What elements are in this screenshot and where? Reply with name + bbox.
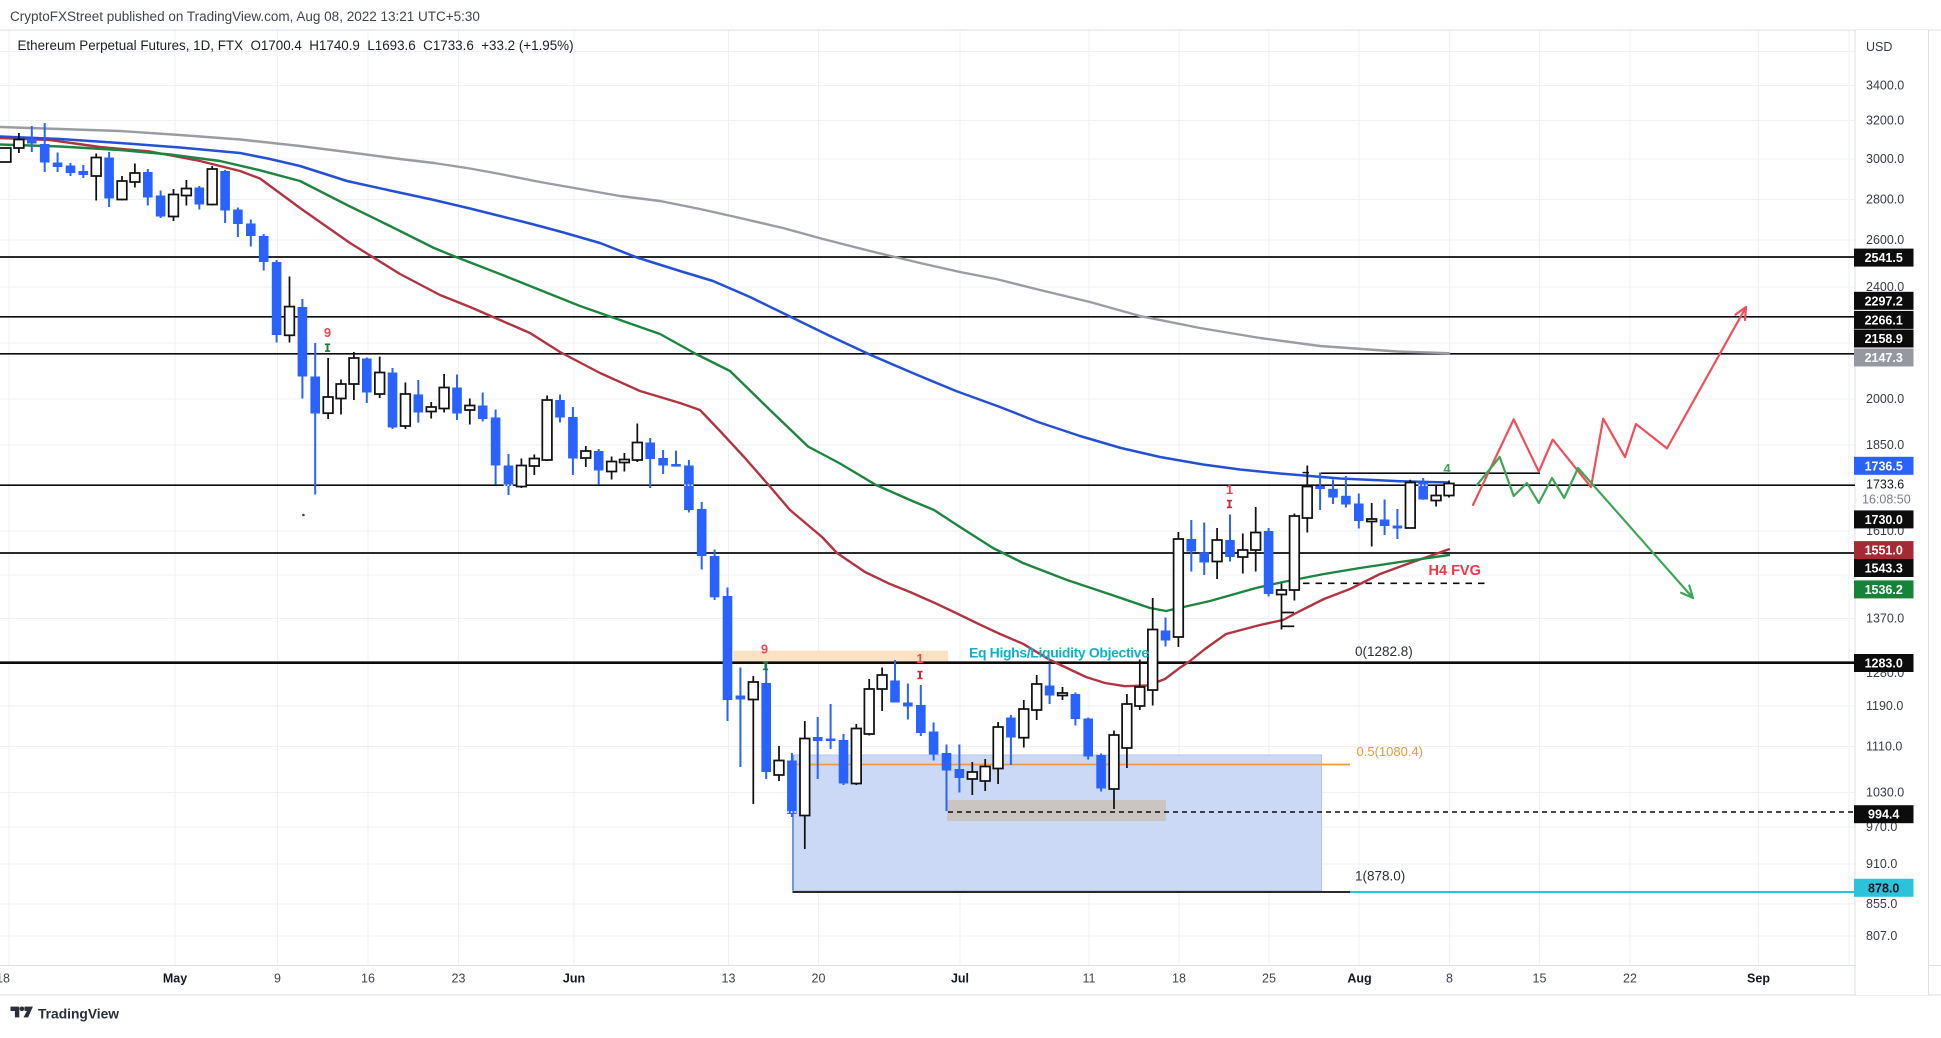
svg-text:2000.0: 2000.0: [1866, 392, 1904, 406]
svg-text:2541.5: 2541.5: [1865, 251, 1903, 265]
svg-text:Aug: Aug: [1347, 972, 1371, 986]
svg-text:18: 18: [1172, 972, 1186, 986]
svg-text:1190.0: 1190.0: [1866, 699, 1903, 713]
svg-text:18: 18: [0, 972, 10, 986]
svg-text:8: 8: [1446, 972, 1453, 986]
svg-text:2600.0: 2600.0: [1866, 233, 1904, 247]
svg-text:1370.0: 1370.0: [1866, 612, 1904, 626]
svg-text:Sep: Sep: [1747, 972, 1770, 986]
svg-text:1030.0: 1030.0: [1866, 786, 1904, 800]
svg-text:0(1282.8): 0(1282.8): [1355, 644, 1413, 659]
svg-text:970.0: 970.0: [1866, 820, 1897, 834]
svg-text:1283.0: 1283.0: [1865, 657, 1903, 671]
svg-text:1(878.0): 1(878.0): [1355, 869, 1405, 884]
svg-text:CryptoFXStreet published on Tr: CryptoFXStreet published on TradingView.…: [10, 9, 480, 24]
svg-text:878.0: 878.0: [1868, 881, 1899, 895]
svg-text:22: 22: [1623, 972, 1637, 986]
svg-text:3400.0: 3400.0: [1866, 79, 1904, 93]
svg-text:1736.5: 1736.5: [1865, 459, 1903, 473]
svg-text:25: 25: [1262, 972, 1276, 986]
svg-text:TradingView: TradingView: [38, 1006, 119, 1021]
svg-text:H4 FVG: H4 FVG: [1429, 563, 1481, 579]
svg-text:May: May: [163, 972, 187, 986]
svg-text:2158.9: 2158.9: [1865, 332, 1903, 346]
svg-text:2800.0: 2800.0: [1866, 193, 1904, 207]
svg-text:20: 20: [812, 972, 826, 986]
svg-text:994.4: 994.4: [1868, 808, 1899, 822]
svg-text:4: 4: [1443, 461, 1451, 476]
svg-text:1733.6: 1733.6: [1866, 478, 1904, 492]
svg-text:1543.3: 1543.3: [1865, 562, 1903, 576]
svg-text:1110.0: 1110.0: [1866, 740, 1902, 754]
svg-text:9: 9: [274, 972, 281, 986]
svg-text:2147.3: 2147.3: [1865, 351, 1903, 365]
svg-text:2297.2: 2297.2: [1865, 294, 1903, 308]
svg-text:16:08:50: 16:08:50: [1862, 493, 1911, 507]
svg-text:Eq Highs/Liquidity Objective: Eq Highs/Liquidity Objective: [969, 645, 1149, 661]
svg-text:807.0: 807.0: [1866, 929, 1897, 943]
svg-text:2266.1: 2266.1: [1865, 313, 1903, 327]
svg-text:1730.0: 1730.0: [1865, 513, 1903, 527]
svg-text:Ethereum Perpetual Futures, 1D: Ethereum Perpetual Futures, 1D, FTX O170…: [18, 38, 574, 53]
svg-text:2400.0: 2400.0: [1866, 280, 1904, 294]
svg-text:USD: USD: [1866, 40, 1892, 54]
svg-text:3200.0: 3200.0: [1866, 114, 1904, 128]
svg-text:3000.0: 3000.0: [1866, 152, 1904, 166]
svg-text:15: 15: [1533, 972, 1547, 986]
svg-text:1: 1: [916, 651, 923, 666]
svg-text:855.0: 855.0: [1866, 897, 1897, 911]
svg-text:9: 9: [324, 325, 331, 340]
svg-text:1536.2: 1536.2: [1865, 583, 1903, 597]
svg-text:1551.0: 1551.0: [1865, 544, 1903, 558]
svg-text:1850.0: 1850.0: [1866, 438, 1904, 452]
svg-text:23: 23: [452, 972, 466, 986]
svg-text:16: 16: [361, 972, 375, 986]
svg-text:11: 11: [1083, 972, 1096, 986]
svg-text:9: 9: [761, 642, 768, 657]
svg-text:0.5(1080.4): 0.5(1080.4): [1357, 744, 1424, 759]
svg-text:Jul: Jul: [951, 972, 969, 986]
svg-text:1: 1: [1226, 482, 1233, 497]
svg-text:13: 13: [722, 972, 736, 986]
svg-text:910.0: 910.0: [1866, 857, 1897, 871]
svg-text:Jun: Jun: [563, 972, 585, 986]
